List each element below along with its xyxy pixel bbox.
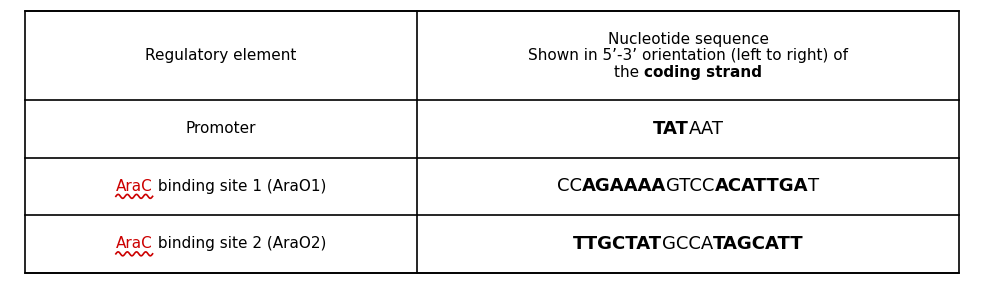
Text: Regulatory element: Regulatory element <box>146 48 296 63</box>
Text: AraC: AraC <box>116 179 153 194</box>
Text: T: T <box>808 178 820 195</box>
Text: Promoter: Promoter <box>186 122 256 136</box>
Text: CC: CC <box>557 178 583 195</box>
Text: AAT: AAT <box>689 120 724 138</box>
Text: Nucleotide sequence: Nucleotide sequence <box>608 32 769 47</box>
Text: binding site 2 (AraO2): binding site 2 (AraO2) <box>153 236 326 251</box>
Text: TTGCTAT: TTGCTAT <box>573 235 662 253</box>
Text: binding site 1 (AraO1): binding site 1 (AraO1) <box>153 179 326 194</box>
Text: GCCA: GCCA <box>662 235 713 253</box>
Text: ACATTGA: ACATTGA <box>714 178 808 195</box>
Text: the: the <box>614 65 645 80</box>
Text: TAT: TAT <box>652 120 689 138</box>
Text: TAGCATT: TAGCATT <box>713 235 804 253</box>
Text: AGAAAA: AGAAAA <box>583 178 666 195</box>
Text: AraC: AraC <box>116 236 153 251</box>
Text: GTCC: GTCC <box>666 178 714 195</box>
Text: Shown in 5’-3’ orientation (left to right) of: Shown in 5’-3’ orientation (left to righ… <box>528 48 848 63</box>
Text: coding strand: coding strand <box>645 65 763 80</box>
